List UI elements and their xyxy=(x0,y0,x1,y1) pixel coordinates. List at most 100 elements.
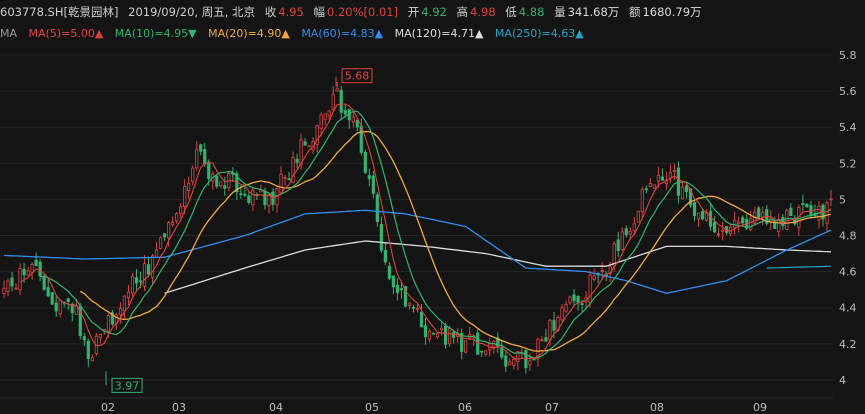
candle-body xyxy=(106,315,110,332)
candle-body xyxy=(540,339,544,342)
candle-body xyxy=(335,88,339,92)
x-tick-label: 09 xyxy=(753,401,767,414)
candle-body xyxy=(773,221,777,230)
ma250-legend: MA(250)=4.63▲ xyxy=(495,27,584,40)
y-tick-label: 4.6 xyxy=(839,266,857,279)
candle-body xyxy=(355,119,359,128)
candle-body xyxy=(781,217,785,226)
candle-body xyxy=(315,125,319,145)
candle-body xyxy=(749,218,753,230)
candle-body xyxy=(516,351,520,363)
candle-body xyxy=(576,295,580,304)
ma5-line xyxy=(19,103,832,360)
candle-body xyxy=(612,243,616,267)
candle-body xyxy=(504,355,508,367)
candle-body xyxy=(130,275,135,294)
quote-date: 2019/09/20, 周五, 北京 xyxy=(128,5,256,19)
y-tick-label: 5.8 xyxy=(839,49,857,62)
candle-body xyxy=(789,207,793,217)
candle-body xyxy=(231,172,235,175)
candle-body xyxy=(122,295,127,312)
candle-body xyxy=(243,193,247,196)
candle-body xyxy=(138,280,143,283)
candle-body xyxy=(636,210,640,223)
candle-body xyxy=(761,211,765,218)
candle-body xyxy=(154,249,159,258)
candle-body xyxy=(299,139,303,166)
candle-body xyxy=(379,224,383,251)
candle-body xyxy=(58,299,62,314)
candle-body xyxy=(825,202,829,224)
candle-body xyxy=(805,203,809,208)
candle-body xyxy=(628,230,632,235)
candle-body xyxy=(191,167,195,182)
candle-body xyxy=(166,222,171,239)
candle-body xyxy=(102,329,106,332)
candle-body xyxy=(199,144,203,152)
ma5-legend: MA(5)=5.00▲ xyxy=(29,27,104,40)
ma60-label: MA(60)=4.83 xyxy=(301,27,375,40)
candle-body xyxy=(2,287,6,295)
candle-body xyxy=(70,303,74,314)
candle-body xyxy=(439,327,444,331)
candle-body xyxy=(584,297,588,303)
candle-body xyxy=(187,182,191,192)
candle-body xyxy=(480,350,484,353)
candle-body xyxy=(729,226,733,235)
ma10-line xyxy=(40,110,832,359)
candle-body xyxy=(34,259,38,267)
candle-body xyxy=(134,277,139,284)
candle-body xyxy=(319,114,323,129)
ma250-line xyxy=(766,265,832,269)
quote-header: 603778.SH[乾景园林] 2019/09/20, 周五, 北京 收 4.95… xyxy=(0,0,865,24)
candle-body xyxy=(484,350,488,355)
candle-body xyxy=(359,126,363,153)
candle-body xyxy=(757,207,761,218)
candle-body xyxy=(94,335,98,354)
candle-body xyxy=(363,151,367,173)
candle-body xyxy=(829,198,833,201)
candle-body xyxy=(508,361,512,366)
candle-body xyxy=(291,156,295,184)
candle-body xyxy=(343,110,347,115)
y-tick-label: 5.4 xyxy=(839,121,857,134)
candle-body xyxy=(476,332,480,355)
x-tick-label: 05 xyxy=(365,401,379,414)
candle-body xyxy=(227,173,231,188)
candle-body xyxy=(520,351,524,354)
candle-body xyxy=(14,287,18,290)
candle-body xyxy=(235,173,239,193)
candle-body xyxy=(668,172,673,179)
y-tick-label: 4 xyxy=(839,374,846,387)
candle-body xyxy=(704,212,709,221)
candle-body xyxy=(708,211,713,227)
candle-body xyxy=(809,205,813,216)
candle-body xyxy=(512,358,516,366)
candle-body xyxy=(640,189,644,213)
candle-body xyxy=(223,185,227,189)
candle-body xyxy=(427,330,432,340)
candle-body xyxy=(769,218,773,223)
candle-body xyxy=(684,185,689,193)
candle-body xyxy=(472,335,476,338)
y-tick-label: 5.6 xyxy=(839,85,857,98)
candle-body xyxy=(632,223,636,232)
candle-body xyxy=(456,332,460,337)
ma120-line xyxy=(164,240,832,294)
stock-symbol: 603778.SH[乾景园林] xyxy=(0,5,119,19)
ma-legend-title: MA xyxy=(0,27,18,40)
candle-body xyxy=(126,291,131,299)
candle-body xyxy=(712,221,717,233)
low-label: 低 xyxy=(505,5,517,19)
y-tick-label: 4.2 xyxy=(839,338,857,351)
candle-body xyxy=(275,188,279,206)
candle-body xyxy=(716,233,721,236)
candle-body xyxy=(323,113,327,120)
candle-body xyxy=(66,298,70,303)
candle-body xyxy=(142,263,147,287)
candle-body xyxy=(688,188,693,206)
ma10-legend: MA(10)=4.95▼ xyxy=(115,27,197,40)
high-marker-label: 5.68 xyxy=(345,70,370,83)
candle-body xyxy=(78,305,82,336)
